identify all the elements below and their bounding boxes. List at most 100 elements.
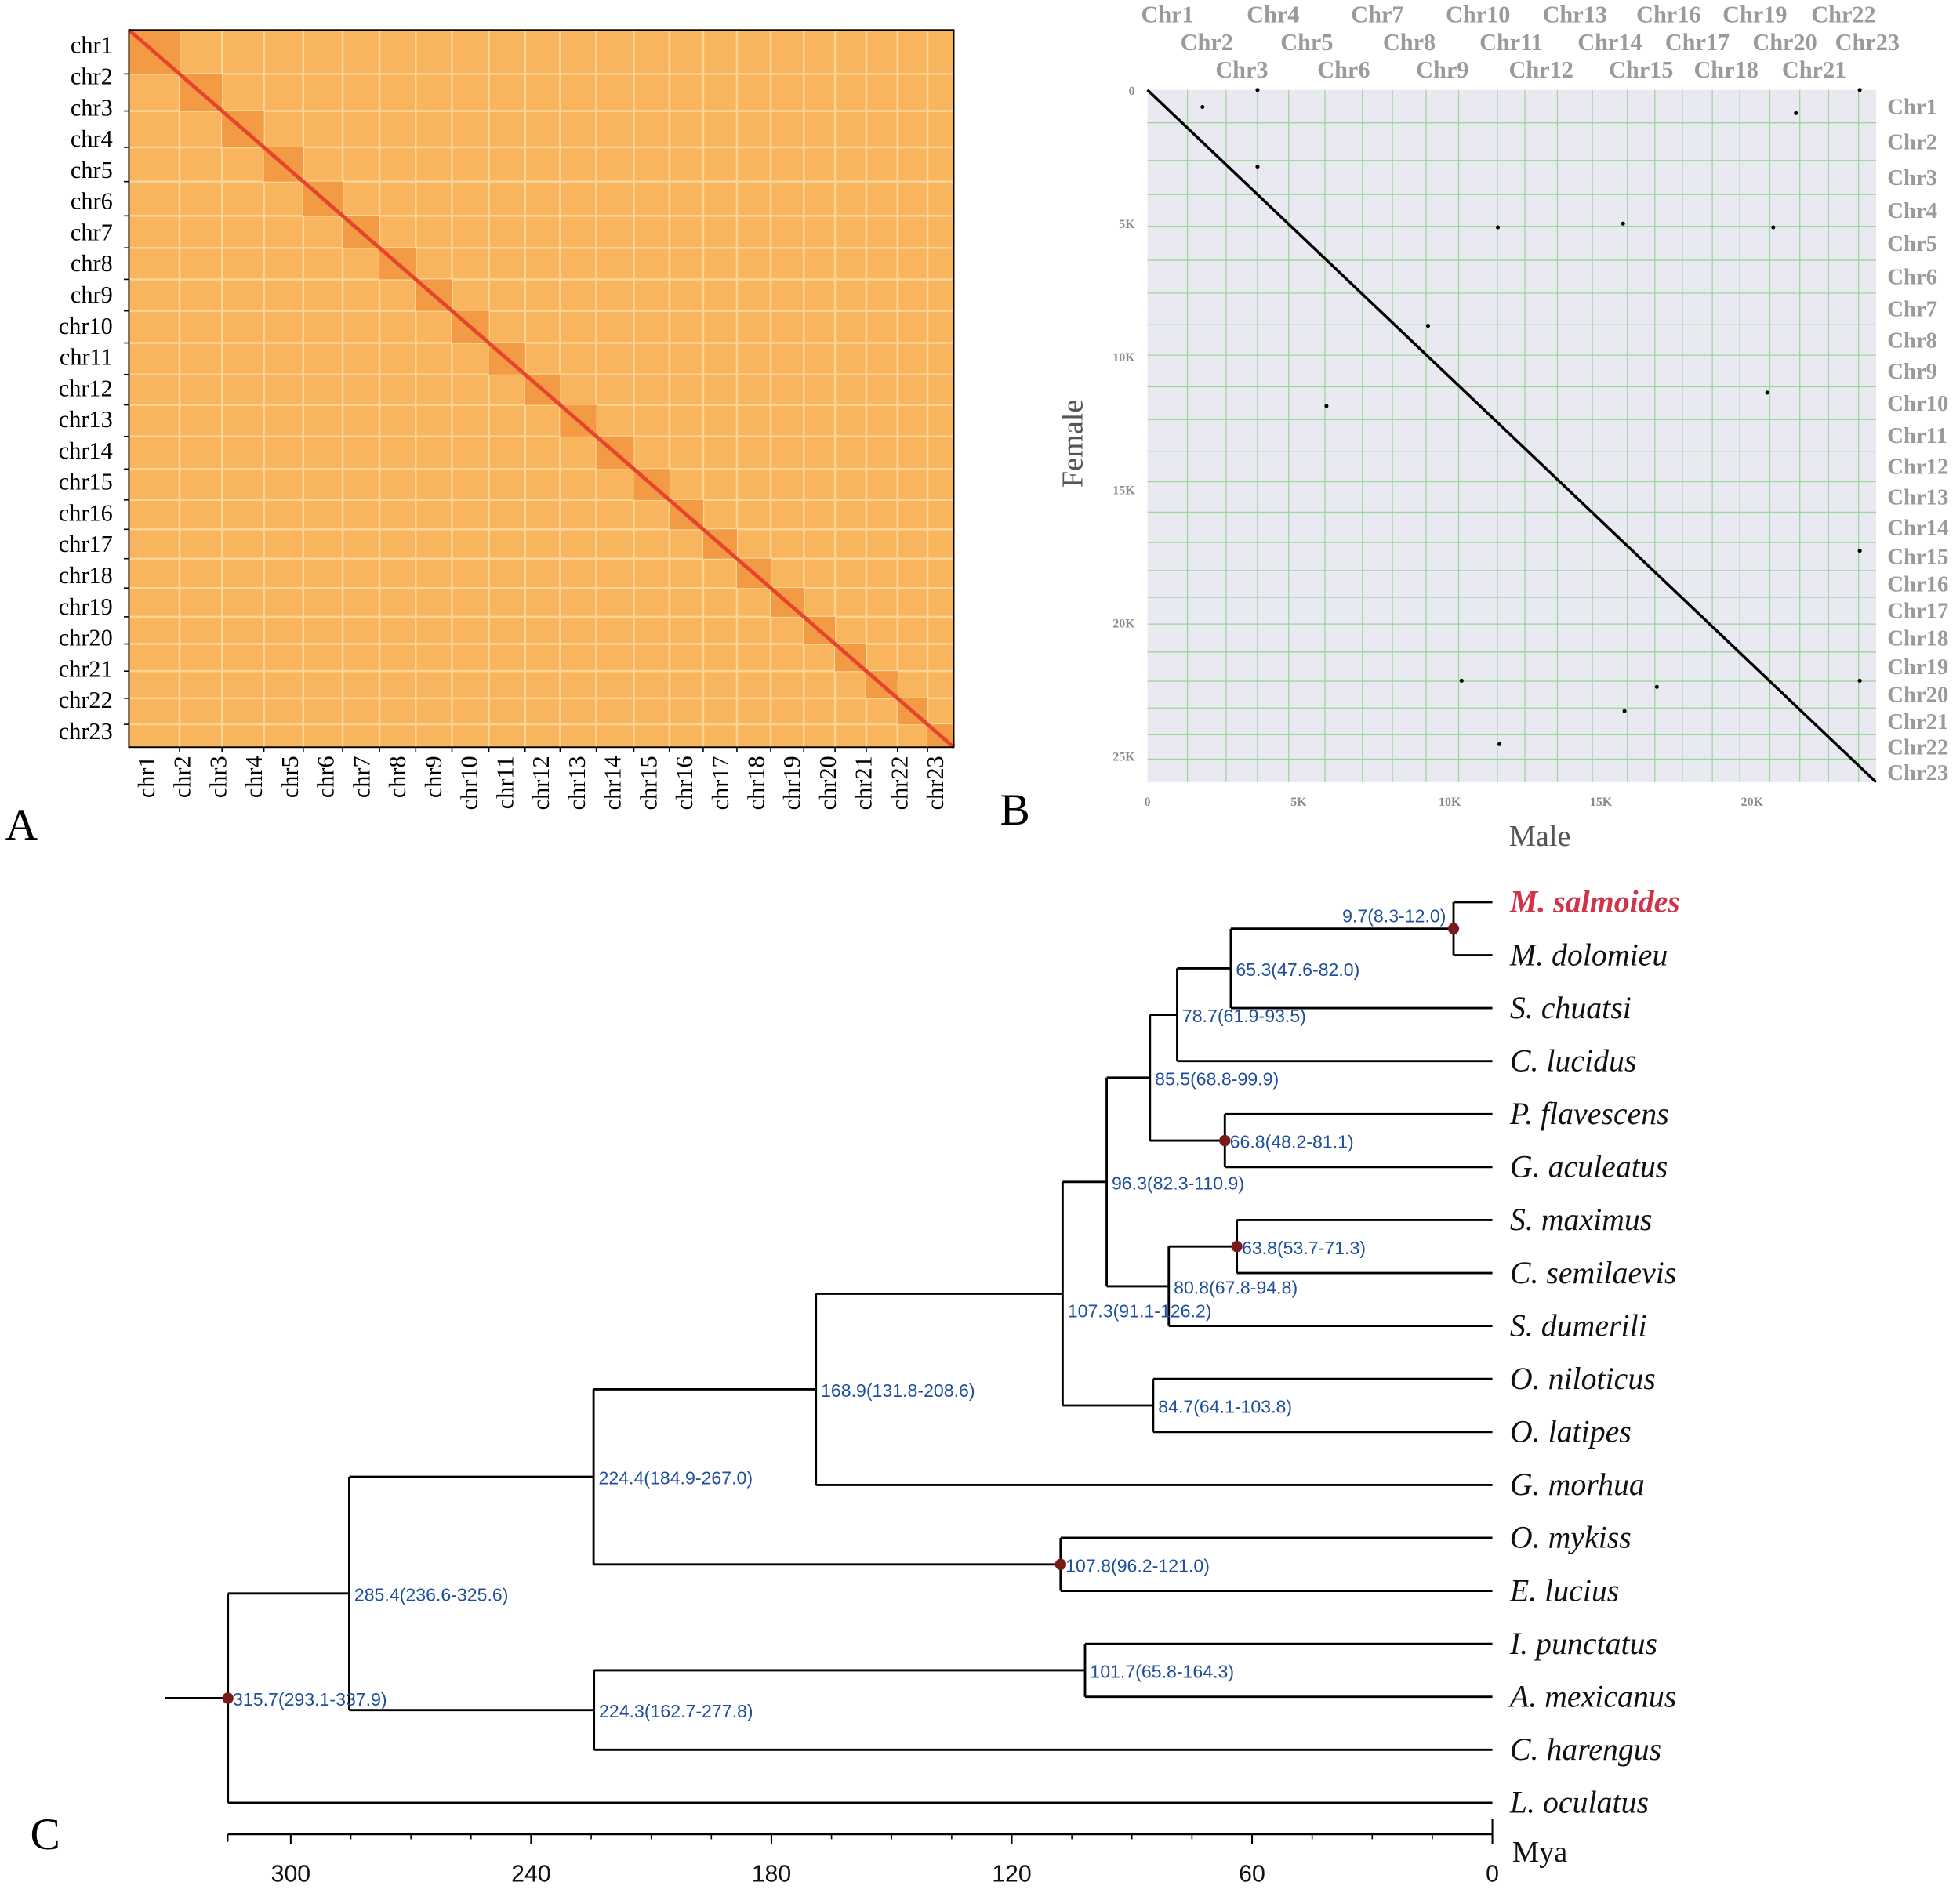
col-label: chr1 xyxy=(133,756,160,798)
x-category-label: Chr23 xyxy=(1835,29,1900,56)
x-category-label: Chr19 xyxy=(1722,2,1787,28)
col-label: chr12 xyxy=(528,756,554,810)
row-label: chr5 xyxy=(71,157,113,183)
off-diagonal-point xyxy=(1857,549,1862,553)
row-label: chr2 xyxy=(71,63,113,89)
panel-b-dot-plot: Chr1Chr2Chr3Chr4Chr5Chr6Chr7Chr8Chr9Chr1… xyxy=(1057,2,1949,853)
x-axis-title: Male xyxy=(1509,820,1571,853)
node-age-label: 78.7(61.9-93.5) xyxy=(1182,1006,1306,1026)
row-label: chr19 xyxy=(59,593,113,620)
time-axis-unit: Mya xyxy=(1512,1836,1567,1869)
row-label: chr9 xyxy=(71,281,113,308)
x-category-label: Chr10 xyxy=(1446,2,1510,28)
row-label: chr21 xyxy=(59,655,113,682)
x-category-label: Chr14 xyxy=(1577,29,1642,56)
y-category-label: Chr4 xyxy=(1887,198,1937,223)
time-axis-tick-label: 180 xyxy=(752,1862,792,1888)
x-category-label: Chr7 xyxy=(1351,2,1403,28)
col-label: chr18 xyxy=(743,756,770,810)
x-category-label: Chr15 xyxy=(1609,56,1673,83)
calibration-node-marker xyxy=(1231,1241,1243,1253)
off-diagonal-point xyxy=(1255,88,1260,92)
x-tick-label: 15K xyxy=(1590,796,1613,809)
row-label: chr11 xyxy=(60,344,113,371)
panel-letter-a: A xyxy=(5,800,38,850)
species-label: C. lucidus xyxy=(1510,1043,1637,1078)
col-label: chr13 xyxy=(564,756,590,810)
col-label: chr14 xyxy=(600,756,626,810)
species-label: M. dolomieu xyxy=(1509,937,1668,972)
y-category-label: Chr7 xyxy=(1887,297,1937,322)
y-category-label: Chr23 xyxy=(1887,760,1948,785)
x-category-label: Chr11 xyxy=(1479,29,1543,56)
x-category-label: Chr18 xyxy=(1693,56,1758,83)
node-age-label: 315.7(293.1-337.9) xyxy=(233,1689,387,1710)
species-label: O. mykiss xyxy=(1510,1520,1632,1555)
row-label: chr16 xyxy=(59,499,113,526)
col-label: chr7 xyxy=(348,756,375,798)
time-axis-tick-label: 60 xyxy=(1239,1862,1265,1888)
y-category-label: Chr13 xyxy=(1887,484,1948,510)
y-tick-label: 20K xyxy=(1112,617,1135,630)
col-label: chr21 xyxy=(851,756,877,810)
x-tick-label: 10K xyxy=(1439,796,1461,809)
x-category-label: Chr12 xyxy=(1509,56,1573,83)
row-label: chr7 xyxy=(71,219,113,245)
y-tick-label: 15K xyxy=(1112,484,1135,498)
col-label: chr9 xyxy=(420,756,447,798)
row-label: chr20 xyxy=(59,625,113,651)
y-category-label: Chr3 xyxy=(1887,165,1937,190)
node-age-label: 107.8(96.2-121.0) xyxy=(1065,1555,1210,1576)
time-axis-tick-label: 120 xyxy=(992,1862,1031,1888)
node-age-label: 84.7(64.1-103.8) xyxy=(1158,1397,1292,1417)
col-label: chr17 xyxy=(707,756,734,810)
off-diagonal-point xyxy=(1857,678,1862,684)
row-label: chr22 xyxy=(59,687,113,713)
heatmap-diagonal xyxy=(127,28,956,749)
species-label: I. punctatus xyxy=(1509,1626,1657,1661)
y-category-label: Chr14 xyxy=(1887,515,1948,540)
row-label: chr6 xyxy=(71,188,113,215)
species-label: E. lucius xyxy=(1509,1572,1619,1608)
node-age-label: 285.4(236.6-325.6) xyxy=(354,1584,509,1605)
col-label: chr5 xyxy=(277,756,303,798)
off-diagonal-point xyxy=(1794,111,1798,115)
y-category-label: Chr9 xyxy=(1887,359,1937,384)
node-age-label: 101.7(65.8-164.3) xyxy=(1090,1662,1234,1682)
col-label: chr23 xyxy=(922,756,949,810)
x-category-label: Chr6 xyxy=(1317,56,1370,83)
time-axis-tick-label: 300 xyxy=(271,1862,311,1888)
col-label: chr16 xyxy=(671,756,698,810)
row-label: chr18 xyxy=(59,562,113,589)
y-category-label: Chr10 xyxy=(1887,391,1948,416)
node-age-label: 107.3(91.1-126.2) xyxy=(1068,1301,1212,1322)
x-category-label: Chr21 xyxy=(1782,56,1846,83)
off-diagonal-point xyxy=(1497,742,1502,746)
row-label: chr17 xyxy=(59,531,113,557)
x-tick-label: 5K xyxy=(1290,796,1307,809)
col-label: chr4 xyxy=(241,756,267,798)
row-label: chr13 xyxy=(59,406,113,433)
x-category-label: Chr13 xyxy=(1543,2,1607,28)
y-category-label: Chr8 xyxy=(1887,328,1937,353)
y-category-label: Chr21 xyxy=(1887,709,1948,734)
species-label: P. flavescens xyxy=(1509,1096,1669,1131)
node-age-label: 96.3(82.3-110.9) xyxy=(1112,1173,1244,1193)
x-category-label: Chr16 xyxy=(1636,2,1700,28)
y-category-label: Chr20 xyxy=(1887,683,1948,708)
heatmap-frame xyxy=(128,29,955,749)
off-diagonal-point xyxy=(1654,684,1659,689)
y-category-label: Chr15 xyxy=(1887,545,1948,570)
y-tick-label: 25K xyxy=(1112,750,1135,763)
species-label: O. latipes xyxy=(1510,1414,1632,1449)
off-diagonal-point xyxy=(1324,404,1329,408)
col-label: chr2 xyxy=(169,756,196,798)
x-category-label: Chr20 xyxy=(1752,29,1817,56)
panel-c-phylogenetic-tree: M. salmoides M. dolomieu 9.7(8.3-12.0) S. c… xyxy=(165,884,1680,1888)
y-axis-title: Female xyxy=(1057,400,1090,488)
y-category-label: Chr12 xyxy=(1887,455,1948,480)
row-label: chr4 xyxy=(71,125,113,152)
species-label: O. niloticus xyxy=(1510,1361,1656,1396)
col-label: chr11 xyxy=(492,756,518,809)
node-age-label: 224.3(162.7-277.8) xyxy=(599,1701,753,1721)
